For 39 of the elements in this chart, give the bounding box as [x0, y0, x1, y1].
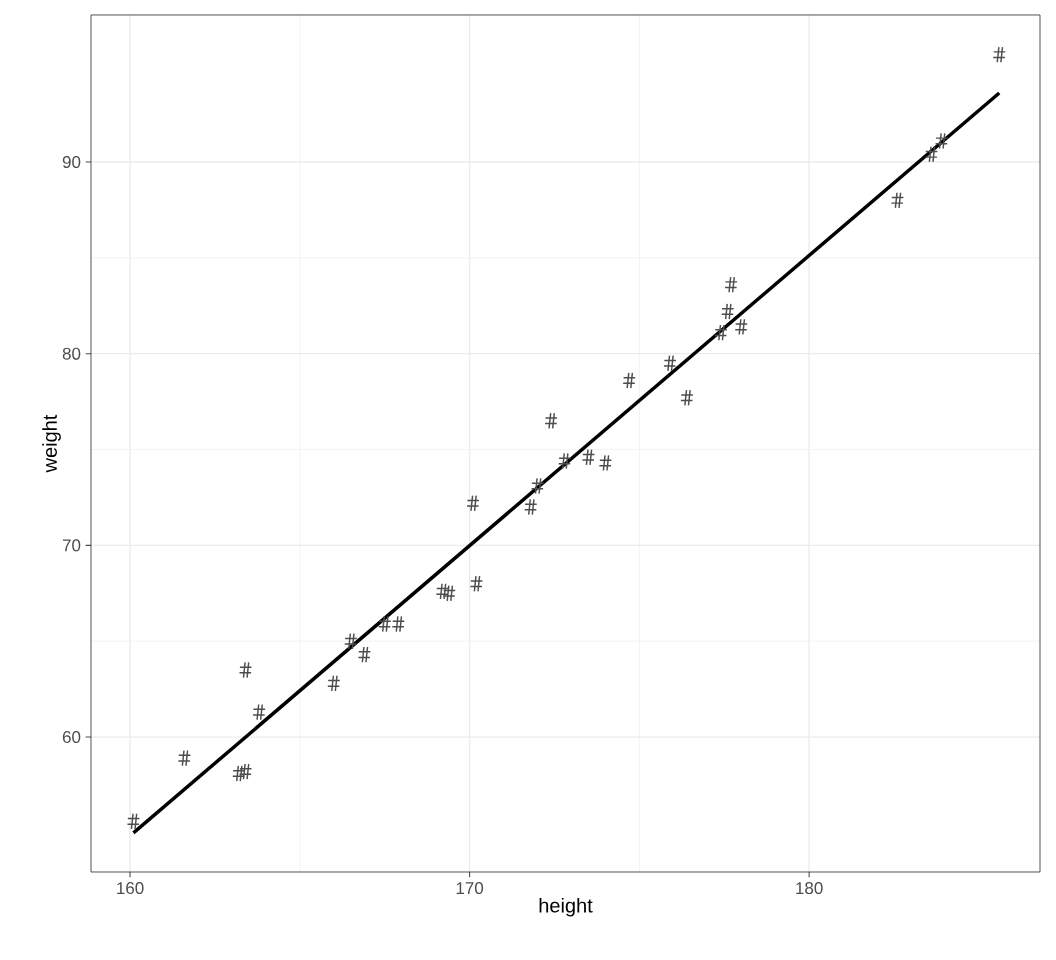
- point: [177, 749, 192, 767]
- point: [724, 276, 738, 294]
- point: [544, 412, 558, 430]
- x-tick-label: 180: [796, 882, 823, 895]
- y-tick-label: 80: [62, 347, 81, 360]
- point: [442, 584, 456, 602]
- point: [126, 813, 141, 830]
- point: [924, 146, 939, 163]
- point: [435, 583, 450, 600]
- point: [466, 494, 480, 512]
- point: [581, 448, 596, 466]
- point: [377, 615, 392, 633]
- point: [469, 575, 484, 593]
- point: [890, 192, 905, 209]
- y-tick-label: 70: [62, 539, 81, 552]
- point: [622, 372, 636, 389]
- point: [734, 318, 748, 336]
- point: [934, 132, 949, 150]
- point: [344, 632, 358, 650]
- point: [523, 498, 538, 516]
- x-tick-label: 170: [456, 882, 484, 895]
- point: [238, 661, 253, 679]
- point: [327, 675, 341, 692]
- x-axis-title: height: [539, 897, 593, 917]
- point: [720, 303, 735, 320]
- point: [357, 646, 372, 663]
- y-tick-label: 90: [62, 155, 81, 169]
- point: [680, 389, 694, 407]
- point: [557, 452, 572, 470]
- point: [530, 477, 545, 495]
- point: [391, 615, 406, 633]
- point: [663, 354, 677, 372]
- point: [598, 454, 613, 472]
- x-tick-label: 160: [117, 882, 144, 895]
- point: [714, 324, 728, 341]
- point: [992, 46, 1007, 63]
- point: [252, 703, 266, 721]
- y-axis-title: weight: [42, 414, 61, 473]
- y-tick-label: 60: [62, 731, 81, 744]
